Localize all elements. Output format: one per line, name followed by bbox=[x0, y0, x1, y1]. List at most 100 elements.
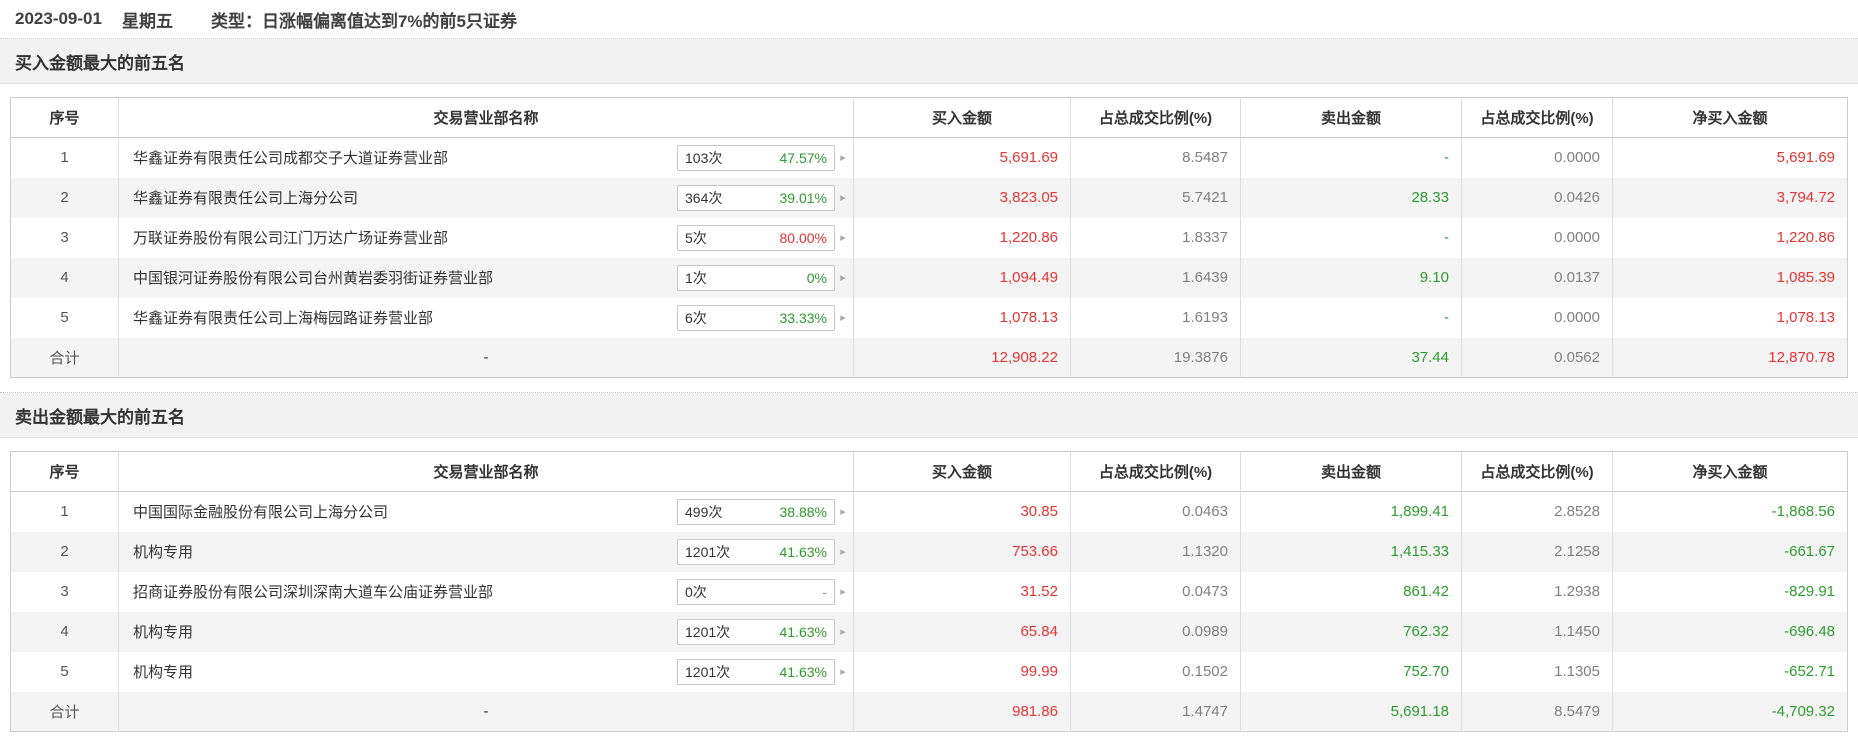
section-title-sell: 卖出金额最大的前五名 bbox=[0, 393, 1858, 438]
col-header-sell-ratio: 占总成交比例(%) bbox=[1461, 451, 1613, 492]
trade-count-badge[interactable]: 1201次 41.63% bbox=[677, 658, 835, 685]
rank-cell: 1 bbox=[60, 503, 69, 521]
badge-percent-label: 0% bbox=[806, 269, 827, 286]
col-header-net: 净买入金额 bbox=[1612, 451, 1848, 492]
net-amount-cell: -661.67 bbox=[1612, 531, 1848, 572]
buy-amount-cell: 99.99 bbox=[853, 651, 1071, 692]
trade-count-badge[interactable]: 499次 38.88% bbox=[677, 498, 835, 525]
sell-ratio-cell: 1.1305 bbox=[1461, 651, 1613, 692]
table-row: 3 万联证券股份有限公司江门万达广场证券营业部 5次 80.00% ▸ 1,22… bbox=[11, 217, 1848, 258]
badge-count-label: 499次 bbox=[685, 503, 723, 520]
buy-amount-cell: 65.84 bbox=[853, 611, 1071, 652]
sell-amount-cell: - bbox=[1240, 137, 1462, 178]
badge-percent-label: 41.63% bbox=[779, 663, 827, 680]
col-header-buy-ratio: 占总成交比例(%) bbox=[1070, 451, 1241, 492]
sell-amount-cell: - bbox=[1240, 297, 1462, 338]
branch-name: 机构专用 bbox=[133, 664, 194, 681]
branch-cell: 机构专用 1201次 41.63% ▸ bbox=[118, 651, 854, 692]
net-amount-cell: -1,868.56 bbox=[1612, 491, 1848, 532]
sell-amount-cell: 752.70 bbox=[1240, 651, 1462, 692]
buy-ratio-cell: 1.8337 bbox=[1070, 217, 1241, 258]
col-header-sell-ratio: 占总成交比例(%) bbox=[1461, 97, 1613, 138]
badge-count-label: 364次 bbox=[685, 189, 723, 206]
trade-count-badge[interactable]: 1次 0% bbox=[677, 264, 835, 291]
top-sell-table: 序号 交易营业部名称 买入金额 占总成交比例(%) 卖出金额 占总成交比例(%)… bbox=[10, 451, 1848, 732]
chevron-right-icon: ▸ bbox=[840, 506, 846, 519]
buy-ratio-cell: 0.0989 bbox=[1070, 611, 1241, 652]
col-header-branch: 交易营业部名称 bbox=[118, 451, 854, 492]
table-row: 4 中国银河证券股份有限公司台州黄岩委羽街证券营业部 1次 0% ▸ 1,094… bbox=[10, 257, 1848, 298]
table-row: 5 华鑫证券有限责任公司上海梅园路证券营业部 6次 33.33% ▸ 1,078… bbox=[11, 297, 1848, 338]
sell-amount-cell: 762.32 bbox=[1240, 611, 1462, 652]
trade-count-badge[interactable]: 1201次 41.63% bbox=[677, 538, 835, 565]
table-row: 2 华鑫证券有限责任公司上海分公司 364次 39.01% ▸ 3,823.05… bbox=[10, 177, 1848, 218]
buy-amount-cell: 5,691.69 bbox=[853, 137, 1071, 178]
badge-count-label: 103次 bbox=[685, 149, 723, 166]
net-amount-cell: -696.48 bbox=[1612, 611, 1848, 652]
badge-count-label: 1201次 bbox=[685, 663, 731, 680]
total-branch-cell: - bbox=[118, 691, 854, 732]
top-buy-table-wrap: 序号 交易营业部名称 买入金额 占总成交比例(%) 卖出金额 占总成交比例(%)… bbox=[10, 97, 1848, 378]
total-row: 合计 - 981.86 1.4747 5,691.18 8.5479 -4,70… bbox=[10, 691, 1848, 732]
badge-count-label: 6次 bbox=[685, 309, 707, 326]
chevron-right-icon: ▸ bbox=[840, 586, 846, 598]
branch-cell: 中国银河证券股份有限公司台州黄岩委羽街证券营业部 1次 0% ▸ bbox=[118, 257, 854, 298]
total-sell-ratio-cell: 8.5479 bbox=[1461, 691, 1613, 732]
branch-name: 中国国际金融股份有限公司上海分公司 bbox=[133, 504, 389, 522]
branch-cell: 中国国际金融股份有限公司上海分公司 499次 38.88% ▸ bbox=[118, 491, 854, 532]
badge-percent-label: 80.00% bbox=[779, 229, 827, 246]
col-header-net: 净买入金额 bbox=[1612, 97, 1848, 138]
branch-cell: 机构专用 1201次 41.63% ▸ bbox=[118, 531, 854, 572]
total-branch-cell: - bbox=[118, 337, 854, 378]
chevron-right-icon: ▸ bbox=[840, 666, 846, 678]
rank-cell: 5 bbox=[60, 663, 69, 680]
rank-cell: 5 bbox=[60, 309, 69, 326]
net-amount-cell: 1,220.86 bbox=[1612, 217, 1848, 258]
trade-count-badge[interactable]: 6次 33.33% bbox=[677, 304, 835, 331]
trade-count-badge[interactable]: 1201次 41.63% bbox=[677, 618, 835, 645]
top-buy-table: 序号 交易营业部名称 买入金额 占总成交比例(%) 卖出金额 占总成交比例(%)… bbox=[10, 97, 1848, 378]
buy-ratio-cell: 8.5487 bbox=[1070, 137, 1241, 178]
badge-percent-label: 38.88% bbox=[779, 503, 827, 520]
table-row: 1 中国国际金融股份有限公司上海分公司 499次 38.88% ▸ 30.85 … bbox=[11, 491, 1848, 532]
buy-ratio-cell: 0.0463 bbox=[1070, 491, 1241, 532]
total-sell-cell: 37.44 bbox=[1240, 337, 1462, 378]
buy-amount-cell: 1,220.86 bbox=[853, 217, 1071, 258]
branch-cell: 华鑫证券有限责任公司成都交子大道证券营业部 103次 47.57% ▸ bbox=[118, 137, 854, 178]
chevron-right-icon: ▸ bbox=[840, 546, 846, 558]
type-group: 类型： 日涨幅偏离值达到7%的前5只证券 bbox=[211, 7, 517, 32]
total-net-cell: -4,709.32 bbox=[1612, 691, 1848, 732]
total-buy-cell: 12,908.22 bbox=[853, 337, 1071, 378]
trade-count-badge[interactable]: 0次 - bbox=[677, 578, 835, 605]
table-row: 5 机构专用 1201次 41.63% ▸ 99.99 0.1502 752.7… bbox=[11, 651, 1848, 692]
sell-amount-cell: 1,899.41 bbox=[1240, 491, 1462, 532]
trade-count-badge[interactable]: 103次 47.57% bbox=[677, 144, 835, 171]
dotted-divider bbox=[0, 38, 1858, 39]
chevron-right-icon: ▸ bbox=[840, 152, 846, 165]
chevron-right-icon: ▸ bbox=[840, 312, 846, 324]
col-header-buy: 买入金额 bbox=[853, 451, 1071, 492]
branch-name: 万联证券股份有限公司江门万达广场证券营业部 bbox=[133, 230, 449, 247]
rank-cell: 2 bbox=[60, 189, 69, 206]
buy-amount-cell: 1,094.49 bbox=[853, 257, 1071, 298]
sell-ratio-cell: 0.0000 bbox=[1461, 297, 1613, 338]
top-sell-table-wrap: 序号 交易营业部名称 买入金额 占总成交比例(%) 卖出金额 占总成交比例(%)… bbox=[10, 451, 1848, 732]
trade-count-badge[interactable]: 5次 80.00% bbox=[677, 224, 835, 251]
chevron-right-icon: ▸ bbox=[840, 626, 846, 638]
trade-count-badge[interactable]: 364次 39.01% bbox=[677, 184, 835, 211]
total-buy-ratio-cell: 19.3876 bbox=[1070, 337, 1241, 378]
total-net-cell: 12,870.78 bbox=[1612, 337, 1848, 378]
sell-ratio-cell: 2.1258 bbox=[1461, 531, 1613, 572]
rank-cell: 3 bbox=[60, 229, 69, 246]
sell-amount-cell: 1,415.33 bbox=[1240, 531, 1462, 572]
net-amount-cell: 1,078.13 bbox=[1612, 297, 1848, 338]
dotted-divider bbox=[0, 392, 1858, 393]
sell-ratio-cell: 0.0137 bbox=[1461, 257, 1613, 298]
sell-amount-cell: - bbox=[1240, 217, 1462, 258]
branch-name: 招商证券股份有限公司深圳深南大道车公庙证券营业部 bbox=[133, 584, 494, 601]
section-title-buy: 买入金额最大的前五名 bbox=[0, 39, 1858, 84]
sell-ratio-cell: 1.1450 bbox=[1461, 611, 1613, 652]
chevron-right-icon: ▸ bbox=[840, 232, 846, 244]
type-label: 类型： bbox=[210, 11, 262, 31]
net-amount-cell: 3,794.72 bbox=[1612, 177, 1848, 218]
